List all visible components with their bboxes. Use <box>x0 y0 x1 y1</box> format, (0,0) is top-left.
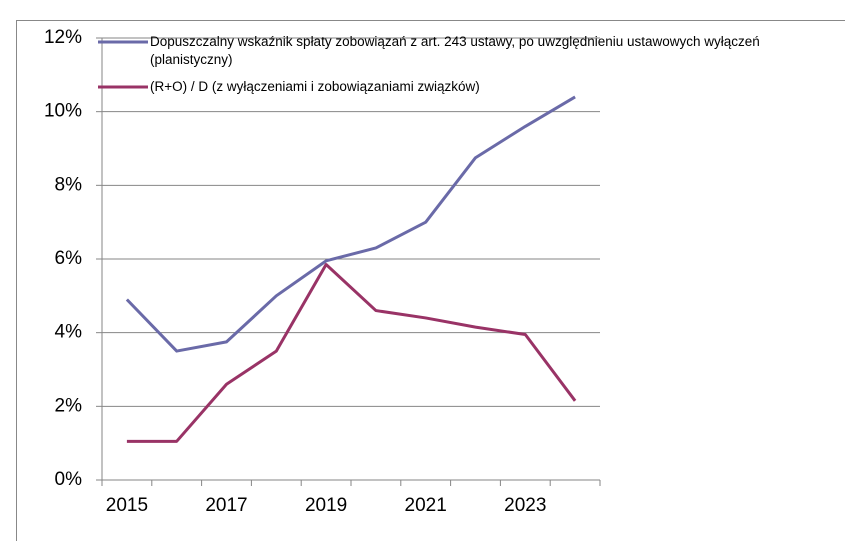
x-tick-label: 2017 <box>205 495 247 516</box>
legend-label: Dopuszczalny wskaźnik spłaty zobowiązań … <box>150 34 760 67</box>
chart-frame <box>16 20 845 541</box>
x-tick-label: 2023 <box>504 495 546 516</box>
series-line <box>125 95 576 353</box>
legend-label: (R+O) / D (z wyłączeniami i zobowiązania… <box>150 79 480 94</box>
y-tick-label: 6% <box>55 248 83 269</box>
x-tick-label: 2019 <box>305 495 347 516</box>
x-tick-label: 2015 <box>106 495 148 516</box>
y-tick-label: 4% <box>55 322 83 343</box>
y-tick-label: 2% <box>55 395 83 416</box>
y-tick-label: 0% <box>55 469 83 490</box>
y-tick-label: 12% <box>44 27 82 48</box>
y-tick-label: 8% <box>55 174 83 195</box>
x-tick-label: 2021 <box>405 495 447 516</box>
series-line <box>126 263 577 443</box>
y-tick-label: 10% <box>44 101 82 122</box>
